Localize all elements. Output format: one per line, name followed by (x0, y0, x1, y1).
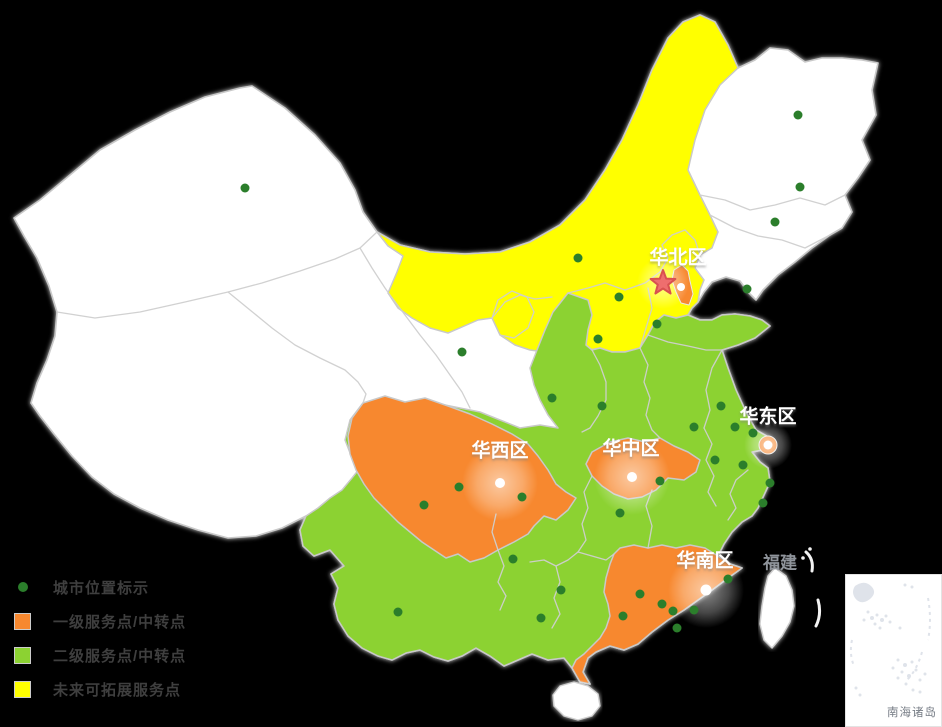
inset-island-dot (875, 613, 879, 617)
legend-label-level2: 二级服务点/中转点 (53, 647, 187, 665)
city-dot (672, 623, 682, 633)
inset-island-dot (896, 676, 900, 680)
legend-item-city: 城市位置标示 (14, 578, 186, 597)
inset-island-dot (900, 670, 904, 674)
inset-island-dot (896, 658, 900, 662)
inset-island-dot (884, 614, 888, 618)
city-dot (618, 611, 628, 621)
beijing-capital-star-icon (649, 269, 677, 295)
city-dot-swatch (14, 579, 31, 596)
level2-swatch (14, 646, 31, 664)
service-markers (462, 257, 792, 628)
city-dots-layer (240, 110, 805, 633)
city-dot (517, 492, 527, 502)
inset-island-dot (907, 674, 911, 678)
guangzhou-service-dot (700, 584, 712, 596)
inset-dashed-boundary (849, 597, 931, 681)
city-dot (758, 498, 768, 508)
city-dot (668, 606, 678, 616)
region-sichuan-chongqing (347, 395, 577, 563)
legend-label-city: 城市位置标示 (53, 579, 150, 597)
inset-island-dot (898, 626, 902, 630)
city-dot (742, 284, 752, 294)
city-dot (556, 585, 566, 595)
inset-island-dot (891, 666, 895, 670)
city-dot (240, 183, 250, 193)
level1-swatch (14, 612, 31, 630)
city-dot (652, 319, 662, 329)
city-dot (655, 476, 665, 486)
inset-island-dots (854, 583, 927, 697)
inset-island-dot (904, 682, 908, 686)
legend-label-level1: 一级服务点/中转点 (53, 613, 187, 631)
map-legend: 城市位置标示 一级服务点/中转点 二级服务点/中转点 未来可拓展服务点 (14, 578, 186, 714)
ryukyu-dashes (801, 547, 822, 628)
inset-island-dot (910, 585, 914, 589)
city-dot (730, 422, 740, 432)
city-dot (657, 599, 667, 609)
legend-item-future: 未来可拓展服务点 (14, 680, 186, 699)
inset-island-dot (914, 668, 918, 672)
hainan-island (552, 681, 601, 721)
chengdu-service-dot (495, 478, 505, 488)
inset-island-dot (918, 678, 922, 682)
inset-island-dot (858, 693, 862, 697)
inset-island-dot (873, 622, 877, 626)
city-dot (765, 478, 775, 488)
city-dot (454, 482, 464, 492)
taiwan-island (759, 567, 795, 649)
city-dot (393, 607, 403, 617)
city-dot (536, 613, 546, 623)
inset-island-dot (910, 660, 914, 664)
inset-island-dot (903, 663, 907, 667)
city-dot (615, 508, 625, 518)
south-china-sea-inset (845, 574, 942, 727)
future-swatch (14, 680, 31, 698)
inset-island-dot (923, 672, 927, 676)
inset-island-dot (866, 610, 870, 614)
inset-island-dot (880, 618, 884, 622)
city-dot (770, 217, 780, 227)
inset-island-dot (903, 583, 907, 587)
tianjin-service-dot (677, 283, 685, 291)
legend-item-level2: 二级服务点/中转点 (14, 646, 187, 665)
city-dot (547, 393, 557, 403)
city-dot (614, 292, 624, 302)
inset-island-dot (878, 626, 882, 630)
city-dot (573, 253, 583, 263)
inset-island-dot (862, 618, 866, 622)
legend-label-future: 未来可拓展服务点 (53, 681, 182, 699)
inset-island-dot (854, 686, 858, 690)
city-dot (748, 428, 758, 438)
city-dot (716, 401, 726, 411)
city-dot (419, 500, 429, 510)
legend-item-level1: 一级服务点/中转点 (14, 612, 187, 631)
wuhan-service-dot (627, 472, 637, 482)
city-dot (635, 589, 645, 599)
city-dot (793, 110, 803, 120)
inset-island-dot (870, 616, 874, 620)
city-dot (597, 401, 607, 411)
inset-island-dot (888, 620, 892, 624)
city-dot (723, 574, 733, 584)
city-dot (593, 334, 603, 344)
city-dot (508, 554, 518, 564)
inset-island-dot (918, 690, 922, 694)
inset-hainan (853, 582, 875, 603)
city-dot (738, 460, 748, 470)
city-dot (710, 455, 720, 465)
city-dot (795, 182, 805, 192)
inset-title: 南海诸岛 (887, 707, 937, 719)
inset-island-dot (911, 688, 915, 692)
city-dot (689, 605, 699, 615)
shanghai-service-dot (763, 440, 773, 450)
city-dot (457, 347, 467, 357)
city-dot (689, 422, 699, 432)
